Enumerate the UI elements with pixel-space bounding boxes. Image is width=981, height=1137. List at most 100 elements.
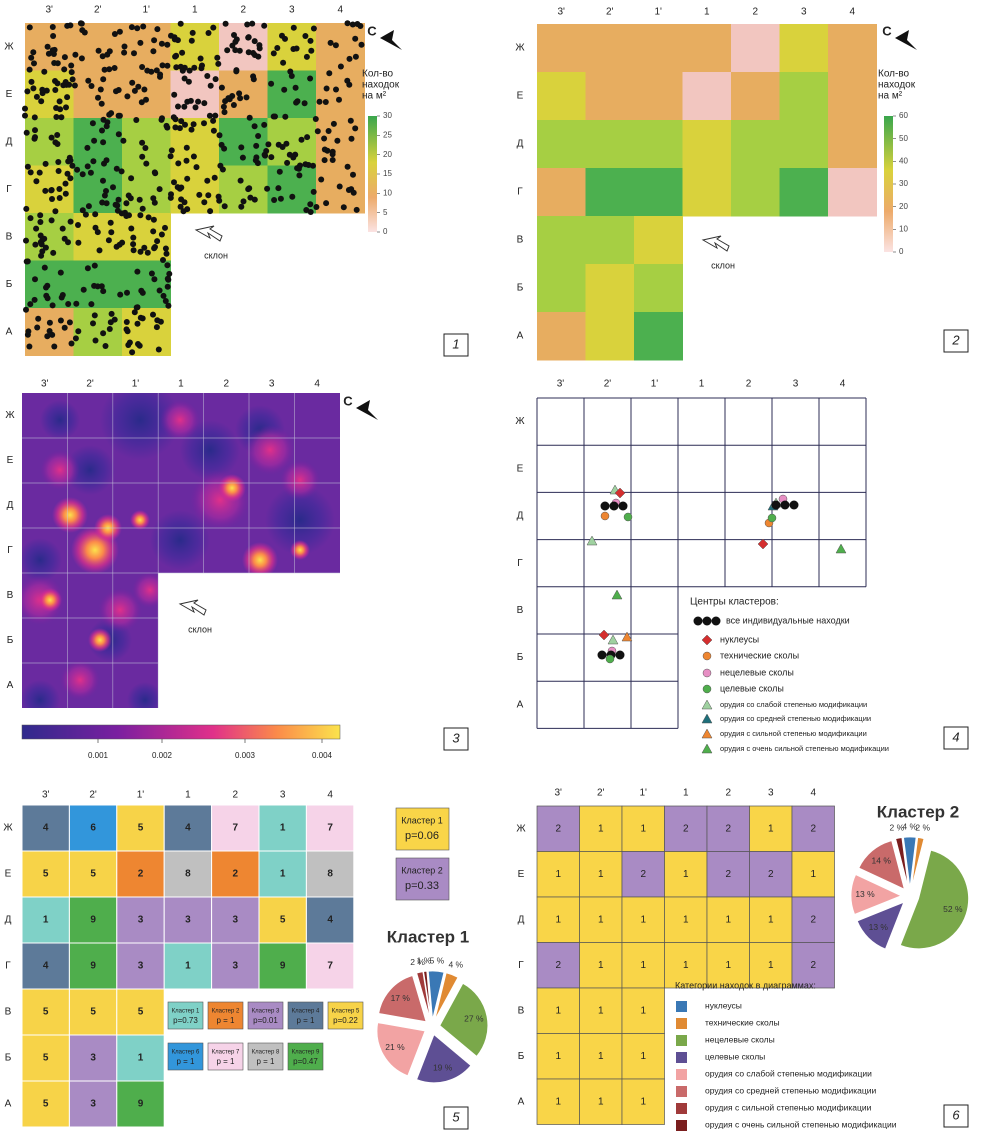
find-point: [237, 95, 244, 102]
find-point: [54, 60, 61, 67]
row-label: Ж: [5, 410, 15, 421]
density-cell: [122, 70, 171, 119]
find-point: [303, 207, 310, 213]
cluster-cell: [116, 896, 165, 944]
cluster-cell-label: 1: [725, 914, 731, 925]
find-point: [33, 178, 40, 185]
cluster-cell-label: 1: [598, 823, 604, 834]
find-point: [99, 127, 105, 134]
find-point: [162, 298, 169, 304]
find-point: [264, 185, 271, 192]
legend-title: Категории находок в диаграммах:: [675, 980, 816, 990]
find-point: [162, 245, 169, 252]
find-point: [142, 145, 149, 151]
cold-spot: [150, 510, 210, 570]
cluster-cell: [258, 896, 307, 944]
circle-marker: [618, 501, 628, 511]
find-point: [263, 148, 270, 154]
density-cell: [537, 264, 586, 313]
panel-number-box: [443, 333, 469, 357]
find-point: [130, 234, 137, 241]
panel-number: 2: [951, 332, 960, 347]
find-point: [352, 35, 359, 42]
find-point: [50, 33, 57, 39]
small-legend-box: [247, 1042, 284, 1071]
find-point: [26, 66, 33, 73]
find-point: [148, 68, 155, 75]
warm-spot: [245, 425, 295, 475]
find-point: [111, 31, 118, 37]
find-point: [323, 85, 330, 92]
panel-number: 1: [452, 336, 459, 351]
cold-spot: [100, 393, 180, 460]
circle-marker: [702, 684, 712, 694]
find-point: [197, 55, 204, 62]
col-label: 2': [86, 379, 94, 390]
cluster-cell: [258, 850, 307, 898]
find-point: [72, 51, 79, 58]
find-point: [172, 53, 179, 60]
density-cell: [122, 165, 171, 214]
cluster-cell: [706, 896, 750, 943]
find-point: [150, 195, 157, 202]
find-point: [130, 241, 137, 248]
cluster-cell-label: 1: [43, 915, 49, 926]
find-point: [238, 203, 245, 210]
find-point: [151, 276, 158, 283]
find-point: [22, 112, 28, 119]
legend-swatch: [676, 1086, 687, 1097]
density-cell: [634, 120, 683, 169]
find-point: [126, 212, 132, 219]
legend-label: целевые сколы: [720, 683, 784, 693]
find-point: [121, 43, 128, 50]
find-point: [322, 99, 329, 105]
cluster-cell-label: 1: [280, 869, 286, 880]
find-point: [113, 165, 120, 172]
cluster-cell-label: 3: [138, 915, 144, 926]
cluster-cell: [21, 1034, 70, 1082]
find-point: [111, 316, 118, 323]
slope-label: склон: [188, 624, 212, 634]
legend-label: орудия со слабой степенью модификации: [705, 1068, 872, 1078]
find-point: [117, 291, 124, 298]
density-cell: [682, 72, 732, 121]
find-point: [66, 319, 73, 326]
find-point: [220, 103, 227, 110]
find-point: [177, 63, 184, 70]
find-point: [233, 68, 240, 75]
legend-label: все индивидуальные находки: [726, 615, 850, 625]
find-point: [54, 80, 61, 87]
find-point: [85, 203, 92, 210]
cluster-cell: [749, 805, 793, 852]
find-point: [129, 349, 136, 356]
cluster-cell-label: 9: [138, 1099, 144, 1110]
find-point: [274, 45, 281, 51]
hot-spot: [38, 588, 62, 612]
find-point: [79, 171, 86, 178]
pie-label: 2 %: [410, 957, 425, 967]
find-point: [27, 215, 34, 222]
density-cell: [585, 264, 635, 313]
find-point: [255, 53, 262, 60]
pie-label: 21 %: [385, 1042, 405, 1052]
small-legend-name: Кластер 9: [292, 1050, 320, 1056]
find-point: [48, 134, 55, 141]
find-point: [118, 210, 125, 217]
find-point: [136, 196, 143, 203]
find-point: [68, 340, 75, 347]
find-point: [216, 132, 223, 139]
cluster-cell: [579, 1078, 623, 1125]
legend-title: Кол-во: [362, 69, 394, 80]
cluster-cell-label: 1: [598, 1051, 604, 1062]
small-legend-name: Кластер 8: [252, 1050, 280, 1056]
cluster-cell-label: 4: [327, 915, 333, 926]
find-point: [115, 112, 122, 119]
cluster-cell: [21, 850, 70, 898]
find-point: [167, 194, 174, 201]
cluster-cell: [621, 942, 665, 989]
cluster-cell-label: 1: [725, 960, 731, 971]
density-cell: [585, 312, 635, 361]
row-label: Д: [7, 500, 14, 511]
find-point: [221, 203, 228, 210]
